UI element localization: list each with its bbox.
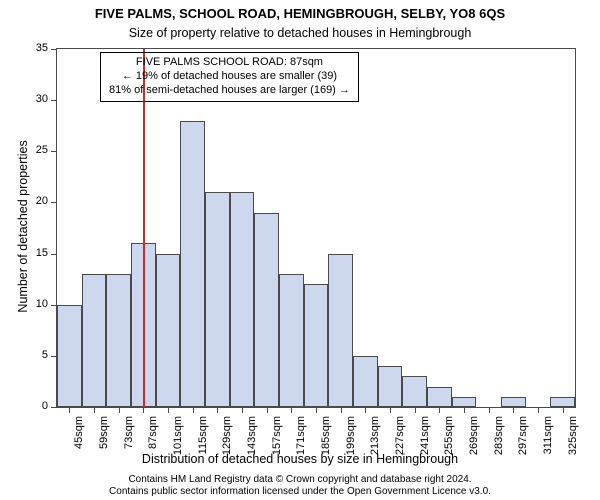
x-tick	[316, 408, 317, 413]
histogram-bar	[304, 284, 329, 407]
x-tick	[193, 408, 194, 413]
histogram-bar	[82, 274, 107, 407]
x-tick-label: 227sqm	[394, 416, 406, 464]
chart-root: FIVE PALMS, SCHOOL ROAD, HEMINGBROUGH, S…	[0, 0, 600, 500]
x-tick	[538, 408, 539, 413]
y-tick	[51, 356, 56, 357]
x-tick-label: 311sqm	[542, 416, 554, 464]
x-tick-label: 45sqm	[73, 416, 85, 464]
x-tick	[489, 408, 490, 413]
x-tick-label: 199sqm	[345, 416, 357, 464]
x-tick	[267, 408, 268, 413]
y-tick-label: 20	[24, 195, 48, 207]
x-tick	[513, 408, 514, 413]
histogram-bar	[328, 254, 353, 407]
y-tick	[51, 151, 56, 152]
x-tick	[365, 408, 366, 413]
x-tick-label: 115sqm	[197, 416, 209, 464]
histogram-bar	[501, 397, 526, 407]
x-tick-label: 171sqm	[295, 416, 307, 464]
x-tick-label: 143sqm	[246, 416, 258, 464]
x-tick	[94, 408, 95, 413]
y-tick	[51, 100, 56, 101]
y-tick-label: 25	[24, 144, 48, 156]
y-tick-label: 5	[24, 349, 48, 361]
histogram-bar	[378, 366, 403, 407]
footer-line-1: Contains HM Land Registry data © Crown c…	[0, 474, 600, 486]
annotation-box: FIVE PALMS SCHOOL ROAD: 87sqm ← 19% of d…	[100, 52, 359, 102]
x-tick-label: 255sqm	[443, 416, 455, 464]
chart-subtitle: Size of property relative to detached ho…	[0, 26, 600, 40]
footer-line-2: Contains public sector information licen…	[0, 486, 600, 498]
y-tick	[51, 202, 56, 203]
y-tick-label: 15	[24, 247, 48, 259]
x-tick-label: 87sqm	[147, 416, 159, 464]
chart-title: FIVE PALMS, SCHOOL ROAD, HEMINGBROUGH, S…	[0, 6, 600, 21]
x-tick-label: 129sqm	[221, 416, 233, 464]
y-tick-label: 35	[24, 42, 48, 54]
x-tick	[242, 408, 243, 413]
x-tick-label: 325sqm	[567, 416, 579, 464]
histogram-bar	[254, 213, 279, 407]
x-tick	[291, 408, 292, 413]
x-tick-label: 101sqm	[172, 416, 184, 464]
y-tick	[51, 49, 56, 50]
x-tick	[439, 408, 440, 413]
y-tick	[51, 305, 56, 306]
x-tick	[415, 408, 416, 413]
x-tick-label: 269sqm	[468, 416, 480, 464]
histogram-bar	[180, 121, 205, 407]
histogram-bar	[427, 387, 452, 407]
x-tick-label: 297sqm	[517, 416, 529, 464]
histogram-bar	[205, 192, 230, 407]
histogram-bar	[402, 376, 427, 407]
y-tick-label: 0	[24, 400, 48, 412]
histogram-bar	[452, 397, 477, 407]
x-tick-label: 59sqm	[98, 416, 110, 464]
x-tick	[341, 408, 342, 413]
x-tick	[119, 408, 120, 413]
y-tick	[51, 254, 56, 255]
y-tick-label: 10	[24, 298, 48, 310]
histogram-bar	[279, 274, 304, 407]
x-tick	[69, 408, 70, 413]
x-tick	[563, 408, 564, 413]
histogram-bar	[57, 305, 82, 407]
x-tick-label: 241sqm	[419, 416, 431, 464]
y-tick-label: 30	[24, 93, 48, 105]
x-tick	[168, 408, 169, 413]
x-tick	[217, 408, 218, 413]
footer: Contains HM Land Registry data © Crown c…	[0, 474, 600, 498]
histogram-bar	[230, 192, 255, 407]
histogram-bar	[106, 274, 131, 407]
histogram-bar	[156, 254, 181, 407]
x-tick	[143, 408, 144, 413]
x-tick-label: 185sqm	[320, 416, 332, 464]
x-tick-label: 213sqm	[369, 416, 381, 464]
histogram-bar	[550, 397, 575, 407]
histogram-bar	[353, 356, 378, 407]
x-tick-label: 73sqm	[123, 416, 135, 464]
x-tick	[390, 408, 391, 413]
x-tick-label: 283sqm	[493, 416, 505, 464]
y-tick	[51, 407, 56, 408]
annotation-line-2: ← 19% of detached houses are smaller (39…	[109, 70, 350, 84]
x-tick-label: 157sqm	[271, 416, 283, 464]
x-tick	[464, 408, 465, 413]
annotation-line-3: 81% of semi-detached houses are larger (…	[109, 84, 350, 98]
annotation-line-1: FIVE PALMS SCHOOL ROAD: 87sqm	[109, 56, 350, 70]
reference-line	[143, 49, 145, 407]
